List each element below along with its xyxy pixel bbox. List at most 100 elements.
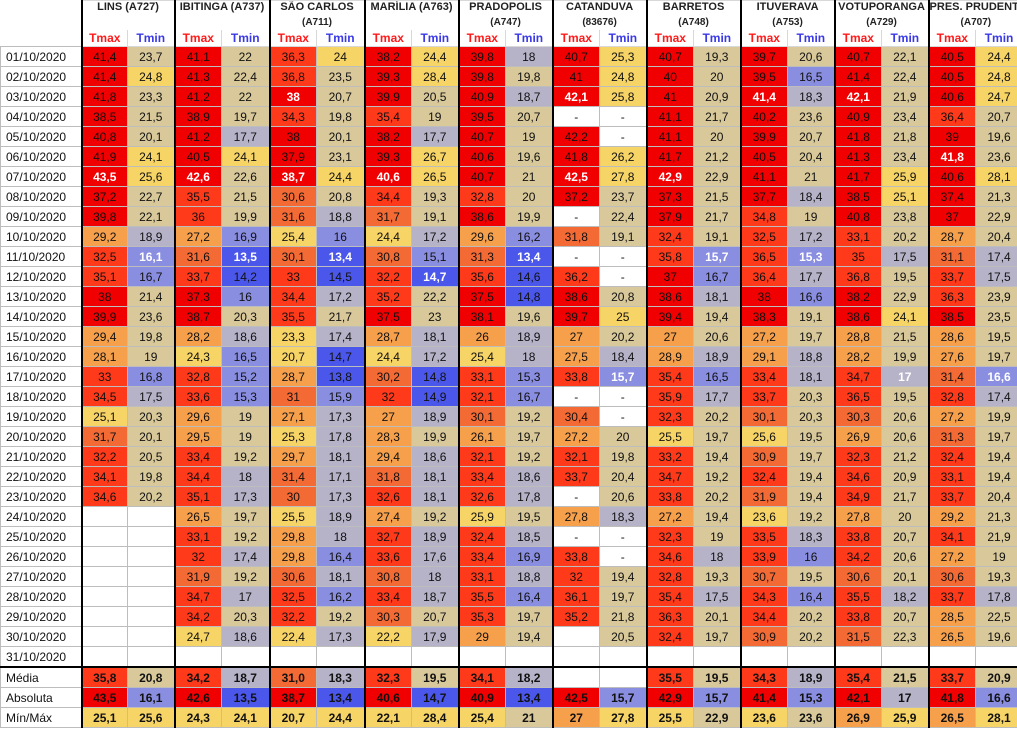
tmin-cell: - [599, 386, 648, 407]
tmin-cell: 15,3 [787, 246, 836, 267]
tmax-cell: 41,2 [173, 126, 222, 147]
tmax-cell: 33,4 [457, 546, 507, 567]
date-cell: 17/10/2020 [0, 366, 82, 387]
date-cell: 29/10/2020 [0, 606, 82, 627]
tmin-cell: 17,5 [127, 386, 175, 407]
tmin-cell: 13,5 [220, 246, 271, 267]
tmin-cell [127, 526, 175, 547]
tmin-cell: 19,2 [220, 566, 271, 587]
tmin-cell: 17,8 [505, 486, 554, 507]
tmax-cell: 33,1 [173, 526, 222, 547]
tmax-cell: 33,8 [551, 366, 601, 387]
tmax-cell: 37 [927, 206, 977, 227]
tmax-header: Tmax [833, 30, 883, 47]
tmax-cell [80, 646, 128, 668]
tmin-cell: 23,4 [881, 146, 930, 167]
tmax-cell: 41,1 [645, 126, 695, 147]
tmin-cell: 15,3 [787, 687, 836, 708]
tmax-cell: 42,2 [551, 126, 601, 147]
tmin-cell: 20,9 [881, 466, 930, 487]
tmax-cell: 40,7 [457, 166, 507, 187]
tmax-cell: 25,5 [268, 506, 318, 527]
tmax-cell: 32 [551, 566, 601, 587]
tmin-cell: 21,3 [975, 186, 1017, 207]
tmax-cell: 37,3 [645, 186, 695, 207]
tmin-header: Tmin [881, 30, 930, 47]
tmin-cell: 18,7 [411, 586, 460, 607]
tmin-cell: 14,8 [505, 286, 554, 307]
tmax-cell: 38,6 [551, 286, 601, 307]
tmin-cell: 23 [411, 306, 460, 327]
table-row: 09/10/2020 39,8 22,1 36 19,9 31,6 18,8 31,7 19,1… [0, 206, 1017, 227]
tmax-cell [80, 506, 128, 527]
tmax-cell: 34,2 [173, 666, 222, 688]
tmax-cell: 35 [833, 246, 883, 267]
tmin-cell: 16,2 [316, 586, 366, 607]
tmax-cell: 33,1 [457, 566, 507, 587]
tmin-cell: 20,7 [505, 106, 554, 127]
tmax-cell: 38,7 [268, 166, 318, 187]
tmax-cell: 33,5 [739, 526, 789, 547]
tmin-cell: 19,7 [220, 106, 271, 127]
tmin-cell [787, 646, 836, 668]
tmin-cell: 21,5 [881, 326, 930, 347]
tmax-cell: 34,4 [739, 606, 789, 627]
tmax-cell: 26,9 [833, 707, 883, 728]
tmin-cell: 21,2 [693, 146, 742, 167]
tmax-cell: 27,2 [645, 506, 695, 527]
tmax-cell [80, 546, 128, 567]
tmin-cell: 19,5 [411, 666, 460, 688]
tmax-cell: 41,4 [739, 86, 789, 107]
summary-label: Mín/Máx [0, 707, 82, 728]
tmax-cell: 38,5 [833, 186, 883, 207]
tmax-cell [268, 646, 318, 668]
tmax-cell: 39,8 [457, 66, 507, 87]
tmin-cell: 18,1 [787, 366, 836, 387]
tmax-cell: 28,5 [927, 606, 977, 627]
tmin-cell: 19,6 [975, 126, 1017, 147]
table-row: 18/10/2020 34,5 17,5 33,6 15,3 31 15,9 32 14,9 32… [0, 386, 1017, 407]
tmin-cell: 18,1 [693, 286, 742, 307]
tmin-cell: 19 [505, 126, 554, 147]
tmax-cell: 31,3 [927, 426, 977, 447]
tmax-cell: 35,1 [80, 266, 128, 287]
tmax-header: Tmax [739, 30, 789, 47]
tmin-cell: 18,8 [505, 566, 554, 587]
station-name: LINS (A727) [80, 0, 175, 16]
tmax-cell: 30,1 [457, 406, 507, 427]
tmax-cell: 40 [645, 66, 695, 87]
tmin-cell: 18,3 [316, 666, 366, 688]
tmax-cell: 30,6 [268, 186, 318, 207]
tmin-cell: 28,1 [975, 166, 1017, 187]
tmin-cell: 20,4 [975, 486, 1017, 507]
tmin-cell: 19,7 [599, 586, 648, 607]
tmin-cell: 19,9 [220, 206, 271, 227]
tmin-cell: 21 [787, 166, 836, 187]
tmax-cell: 41,9 [80, 146, 128, 167]
tmax-cell: 29,6 [457, 226, 507, 247]
tmax-cell: 35,5 [268, 306, 318, 327]
tmin-cell: 21,5 [693, 186, 742, 207]
summary-label: Absoluta [0, 687, 82, 708]
tmin-cell: 16,5 [693, 366, 742, 387]
tmin-cell: 24,8 [599, 66, 648, 87]
tmax-cell: 37,3 [173, 286, 222, 307]
tmax-cell: 38,3 [739, 306, 789, 327]
tmax-cell: 32,3 [363, 666, 413, 688]
tmax-cell: 42,1 [833, 86, 883, 107]
tmin-header: Tmin [975, 30, 1017, 47]
tmin-cell: 16,1 [127, 687, 175, 708]
date-cell: 28/10/2020 [0, 586, 82, 607]
tmin-cell: 16,6 [975, 687, 1017, 708]
date-cell: 10/10/2020 [0, 226, 82, 247]
tmin-cell: 18,2 [881, 586, 930, 607]
table-row: 01/10/2020 41,4 23,7 41,1 22 36,3 24 38,2 24,4 39… [0, 46, 1017, 67]
tmin-cell: 19,3 [693, 46, 742, 67]
tmax-cell [80, 626, 128, 647]
tmin-cell: 20,2 [787, 626, 836, 647]
tmin-cell [881, 646, 930, 668]
tmax-cell: 41 [645, 86, 695, 107]
tmax-cell: 32,1 [457, 446, 507, 467]
tmax-cell: 25,4 [457, 346, 507, 367]
tmin-cell: 19,7 [220, 506, 271, 527]
